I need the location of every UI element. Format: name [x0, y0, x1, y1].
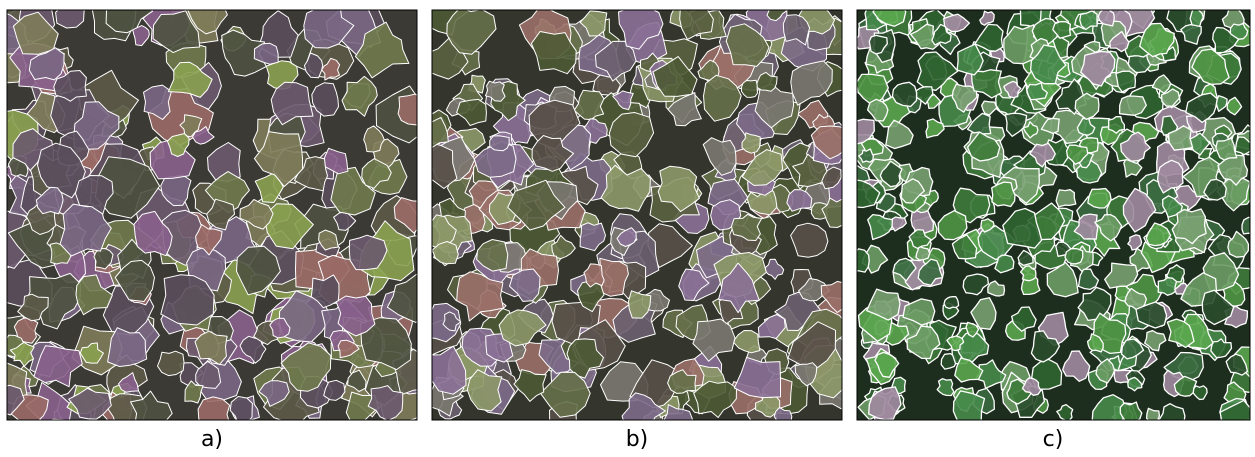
- aerial-image: [842, 0, 1255, 435]
- segment: [158, 351, 185, 375]
- aerial-image: [411, 0, 860, 433]
- segment: [892, 82, 916, 106]
- segment: [1147, 408, 1160, 424]
- panel-label: b): [626, 427, 649, 452]
- segment: [161, 275, 214, 325]
- segment: [1235, 137, 1253, 155]
- segment: [741, 80, 757, 97]
- segment: [1088, 189, 1111, 209]
- segment: [1242, 217, 1255, 235]
- segment: [992, 182, 1015, 206]
- segment: [1056, 190, 1076, 207]
- segment: [490, 136, 510, 151]
- figure: a) b) c): [0, 0, 1255, 457]
- segment: [56, 0, 86, 28]
- segment: [1158, 278, 1176, 296]
- panel-label: a): [201, 427, 223, 452]
- segment: [1065, 249, 1083, 264]
- segment: [398, 94, 432, 126]
- segment: [953, 391, 984, 427]
- aerial-image: [0, 0, 441, 440]
- panel-label: c): [1043, 427, 1064, 452]
- segment: [198, 397, 230, 430]
